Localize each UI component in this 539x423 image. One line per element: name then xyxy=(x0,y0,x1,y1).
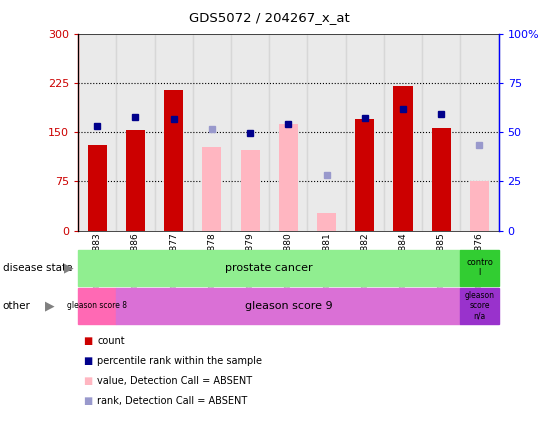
Bar xyxy=(231,34,270,231)
Text: other: other xyxy=(3,301,31,310)
Text: gleason score 9: gleason score 9 xyxy=(245,301,332,310)
Text: ▶: ▶ xyxy=(64,261,74,274)
Text: value, Detection Call = ABSENT: value, Detection Call = ABSENT xyxy=(97,376,252,386)
Bar xyxy=(317,213,336,231)
Bar xyxy=(88,146,107,231)
Text: count: count xyxy=(97,335,125,346)
Text: disease state: disease state xyxy=(3,263,72,272)
Bar xyxy=(470,181,489,231)
Text: rank, Detection Call = ABSENT: rank, Detection Call = ABSENT xyxy=(97,396,247,407)
Bar xyxy=(116,288,460,324)
Bar xyxy=(116,34,155,231)
Bar xyxy=(355,119,375,231)
Bar xyxy=(432,128,451,231)
Bar xyxy=(460,288,499,324)
Text: ■: ■ xyxy=(84,356,93,366)
Bar xyxy=(202,147,222,231)
Text: ■: ■ xyxy=(84,335,93,346)
Bar xyxy=(307,34,345,231)
Text: GDS5072 / 204267_x_at: GDS5072 / 204267_x_at xyxy=(189,11,350,24)
Bar xyxy=(422,34,460,231)
Text: ■: ■ xyxy=(84,396,93,407)
Bar xyxy=(460,34,499,231)
Text: ■: ■ xyxy=(84,376,93,386)
Text: gleason score 8: gleason score 8 xyxy=(67,301,127,310)
Bar xyxy=(279,124,298,231)
Text: gleason
score
n/a: gleason score n/a xyxy=(465,291,494,321)
Bar xyxy=(126,130,145,231)
Text: percentile rank within the sample: percentile rank within the sample xyxy=(97,356,262,366)
Text: ▶: ▶ xyxy=(45,299,55,312)
Text: prostate cancer: prostate cancer xyxy=(225,263,313,272)
Bar xyxy=(240,150,260,231)
Bar xyxy=(460,250,499,286)
Bar xyxy=(164,90,183,231)
Text: contro
l: contro l xyxy=(466,258,493,277)
Bar xyxy=(270,34,307,231)
Bar xyxy=(384,34,422,231)
Bar xyxy=(345,34,384,231)
Bar xyxy=(78,34,116,231)
Bar xyxy=(393,86,412,231)
Bar xyxy=(193,34,231,231)
Bar xyxy=(78,288,116,324)
Bar xyxy=(155,34,193,231)
